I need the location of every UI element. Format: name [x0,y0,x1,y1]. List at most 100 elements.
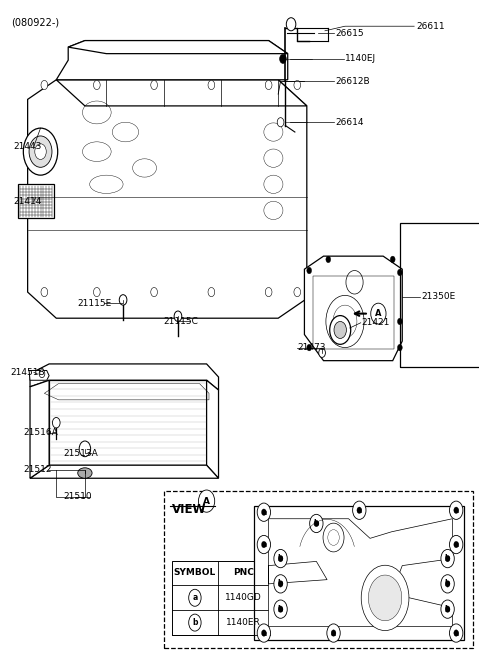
Circle shape [441,575,454,593]
Circle shape [294,287,300,297]
Text: b: b [278,554,283,563]
Circle shape [334,321,347,338]
Polygon shape [269,519,452,626]
Text: a: a [261,628,266,638]
Circle shape [307,344,312,351]
Text: A: A [203,497,210,506]
Circle shape [257,503,271,522]
Text: 21516A: 21516A [23,428,58,437]
Text: b: b [278,605,283,613]
Text: 21512: 21512 [23,465,51,474]
Text: 21510: 21510 [63,492,92,501]
Text: 21513A: 21513A [63,449,98,458]
Text: b: b [445,579,450,588]
Circle shape [189,614,201,631]
Bar [18,184,54,218]
Circle shape [257,535,271,554]
Circle shape [368,575,402,621]
Circle shape [331,630,336,636]
Circle shape [280,54,286,64]
Text: b: b [445,554,450,563]
Circle shape [79,441,91,457]
Polygon shape [30,380,49,478]
Text: a: a [261,508,266,517]
Text: PNC: PNC [233,569,254,577]
Circle shape [24,128,58,175]
Text: 1140EJ: 1140EJ [345,54,376,64]
Text: b: b [445,605,450,613]
Circle shape [441,600,454,619]
Polygon shape [56,80,307,106]
Circle shape [310,514,323,533]
Text: 1140ER: 1140ER [227,618,261,627]
Text: 21451B: 21451B [10,368,45,377]
Text: 1140GD: 1140GD [226,593,262,602]
Text: 21115E: 21115E [78,298,112,308]
Circle shape [278,606,283,613]
Circle shape [445,581,450,587]
Circle shape [454,541,458,548]
Circle shape [119,295,127,305]
Text: 21350E: 21350E [421,292,456,301]
Circle shape [330,316,351,344]
Circle shape [371,303,386,324]
Text: a: a [454,628,459,638]
Ellipse shape [78,468,92,478]
Text: b: b [278,579,283,588]
Circle shape [94,287,100,297]
Circle shape [262,509,266,516]
Text: a: a [357,506,362,515]
Circle shape [357,507,362,514]
Circle shape [326,256,331,262]
Circle shape [449,535,463,554]
Circle shape [257,624,271,642]
Circle shape [441,550,454,567]
Circle shape [274,575,287,593]
Circle shape [390,256,395,262]
Text: b: b [313,519,319,528]
Polygon shape [49,380,206,465]
Circle shape [397,344,402,351]
Polygon shape [30,465,218,478]
Text: b: b [192,618,198,627]
Circle shape [277,117,284,127]
Text: 26615: 26615 [336,29,364,38]
Text: a: a [454,540,459,549]
Circle shape [52,417,60,428]
Circle shape [199,490,215,512]
Circle shape [454,507,458,514]
Circle shape [151,287,157,297]
Circle shape [445,606,450,613]
Bar [172,560,270,635]
Circle shape [29,136,52,167]
Circle shape [208,81,215,90]
Circle shape [189,589,201,606]
Circle shape [41,81,48,90]
Circle shape [39,370,45,378]
Circle shape [286,18,296,31]
Circle shape [274,550,287,567]
Circle shape [445,556,450,562]
Text: 21421: 21421 [362,318,390,327]
Circle shape [397,318,402,325]
Text: 21473: 21473 [297,343,326,352]
Text: VIEW: VIEW [172,503,207,516]
Circle shape [265,81,272,90]
Text: 21414: 21414 [13,197,42,206]
Circle shape [449,624,463,642]
Circle shape [361,565,409,630]
Polygon shape [206,380,218,478]
Polygon shape [68,41,288,54]
Text: a: a [261,540,266,549]
Polygon shape [304,256,402,361]
Polygon shape [254,506,464,640]
Polygon shape [56,41,288,80]
Circle shape [262,541,266,548]
Text: a: a [331,628,336,638]
Circle shape [353,501,366,520]
Circle shape [449,501,463,520]
Circle shape [307,267,312,274]
Polygon shape [30,364,218,390]
Circle shape [208,287,215,297]
Text: a: a [454,506,459,515]
